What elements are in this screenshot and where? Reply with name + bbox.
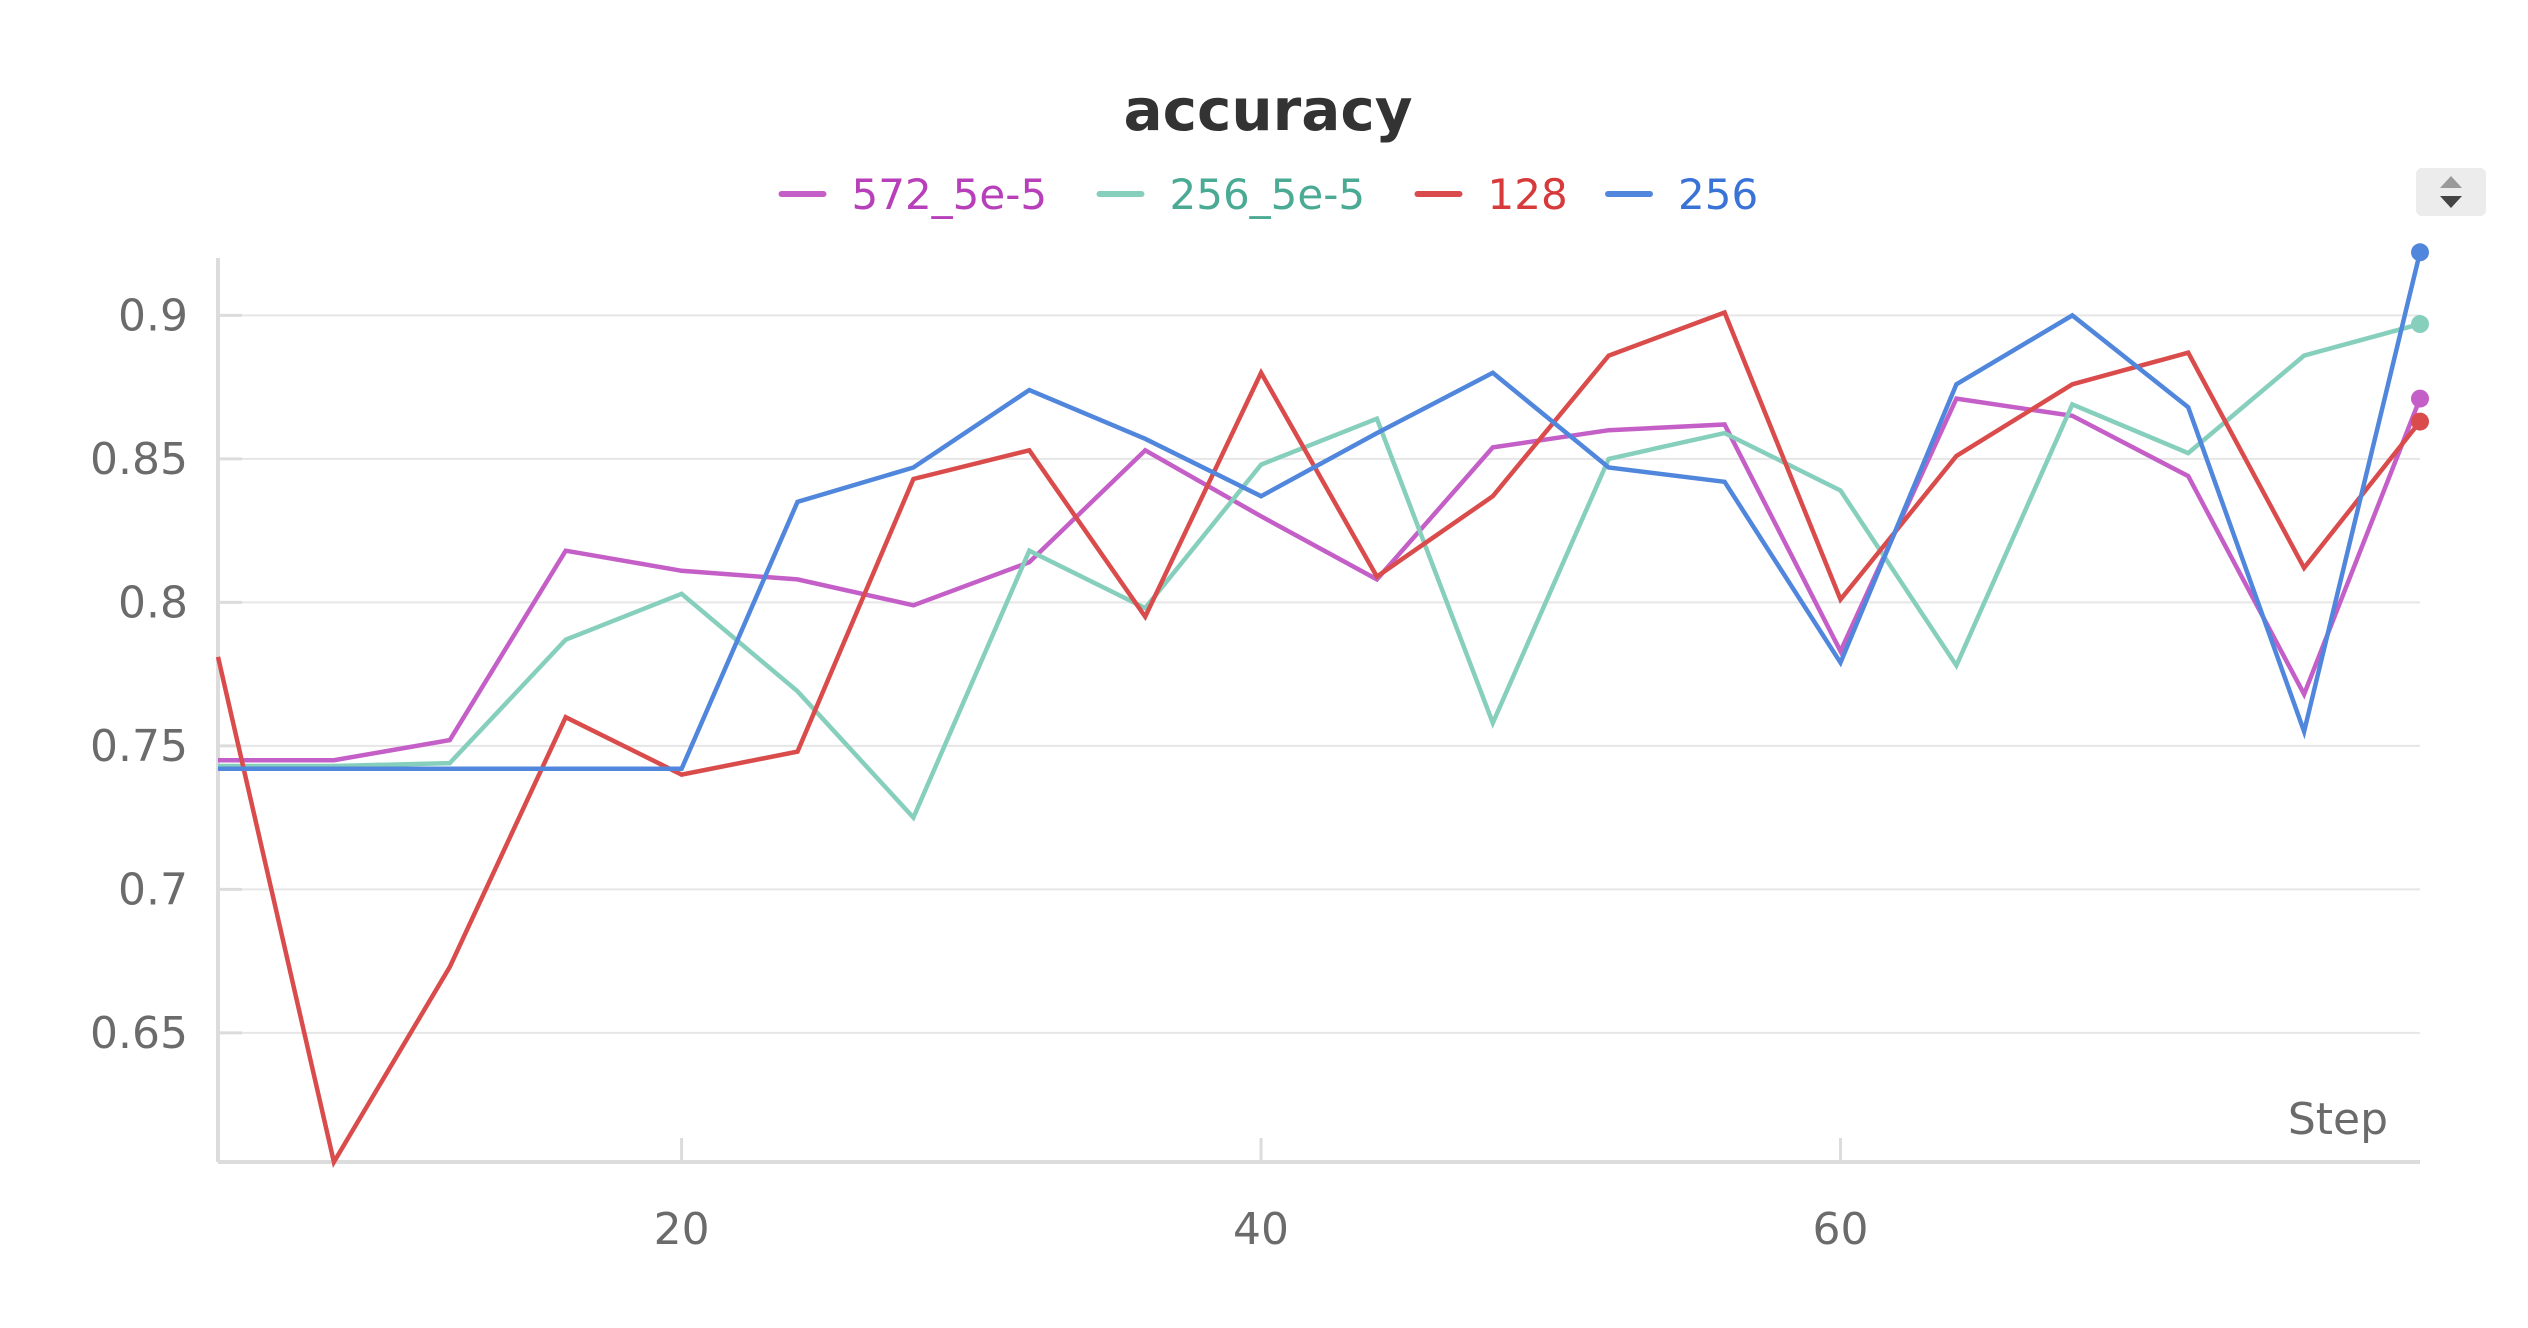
- legend-label: 256_5e-5: [1170, 170, 1366, 219]
- legend-item-256_5e-5[interactable]: 256_5e-5: [1096, 170, 1366, 219]
- series-line-572_5e-5[interactable]: [218, 396, 2423, 763]
- legend-item-128[interactable]: 128: [1414, 170, 1568, 219]
- y-tick-label: 0.65: [90, 1008, 188, 1059]
- x-tick-label: 20: [654, 1204, 710, 1255]
- legend-scroll-background[interactable]: [2416, 168, 2486, 216]
- y-tick-label: 0.75: [90, 721, 188, 772]
- y-tick-label: 0.9: [118, 290, 188, 341]
- legend-label: 572_5e-5: [852, 170, 1048, 219]
- series-endpoints: [2411, 243, 2429, 431]
- legend-scroll-control[interactable]: [2416, 168, 2486, 216]
- x-tick-label: 60: [1813, 1204, 1869, 1255]
- series-line-256[interactable]: [218, 251, 2423, 772]
- series-line-256_5e-5[interactable]: [218, 321, 2421, 822]
- series-endpoint-256_5e-5[interactable]: [2411, 315, 2429, 334]
- legend-label: 128: [1488, 170, 1568, 219]
- y-tick-label: 0.7: [118, 864, 188, 915]
- x-tick-label: 40: [1233, 1204, 1289, 1255]
- series-line-128[interactable]: [215, 309, 2422, 1168]
- grid-lines: [218, 314, 2420, 1034]
- legend-item-572_5e-5[interactable]: 572_5e-5: [778, 170, 1048, 219]
- series-lines: [215, 251, 2423, 1168]
- series-endpoint-256[interactable]: [2411, 243, 2429, 262]
- x-axis-label: Step: [2288, 1094, 2388, 1145]
- y-tick-label: 0.85: [90, 434, 188, 485]
- x-axis-ticks: 20 40 60: [654, 1138, 1869, 1255]
- legend-item-256[interactable]: 256: [1605, 170, 1758, 219]
- series-endpoint-572_5e-5[interactable]: [2411, 389, 2429, 408]
- y-tick-label: 0.8: [118, 577, 188, 628]
- sort-arrows-icon[interactable]: [2440, 176, 2462, 208]
- legend-label: 256: [1678, 170, 1758, 219]
- chart-title: accuracy: [1123, 76, 1412, 144]
- series-endpoint-128[interactable]: [2411, 412, 2429, 431]
- legend[interactable]: 572_5e-5 256_5e-5 128 256: [778, 170, 1759, 219]
- axes: [216, 258, 2420, 1164]
